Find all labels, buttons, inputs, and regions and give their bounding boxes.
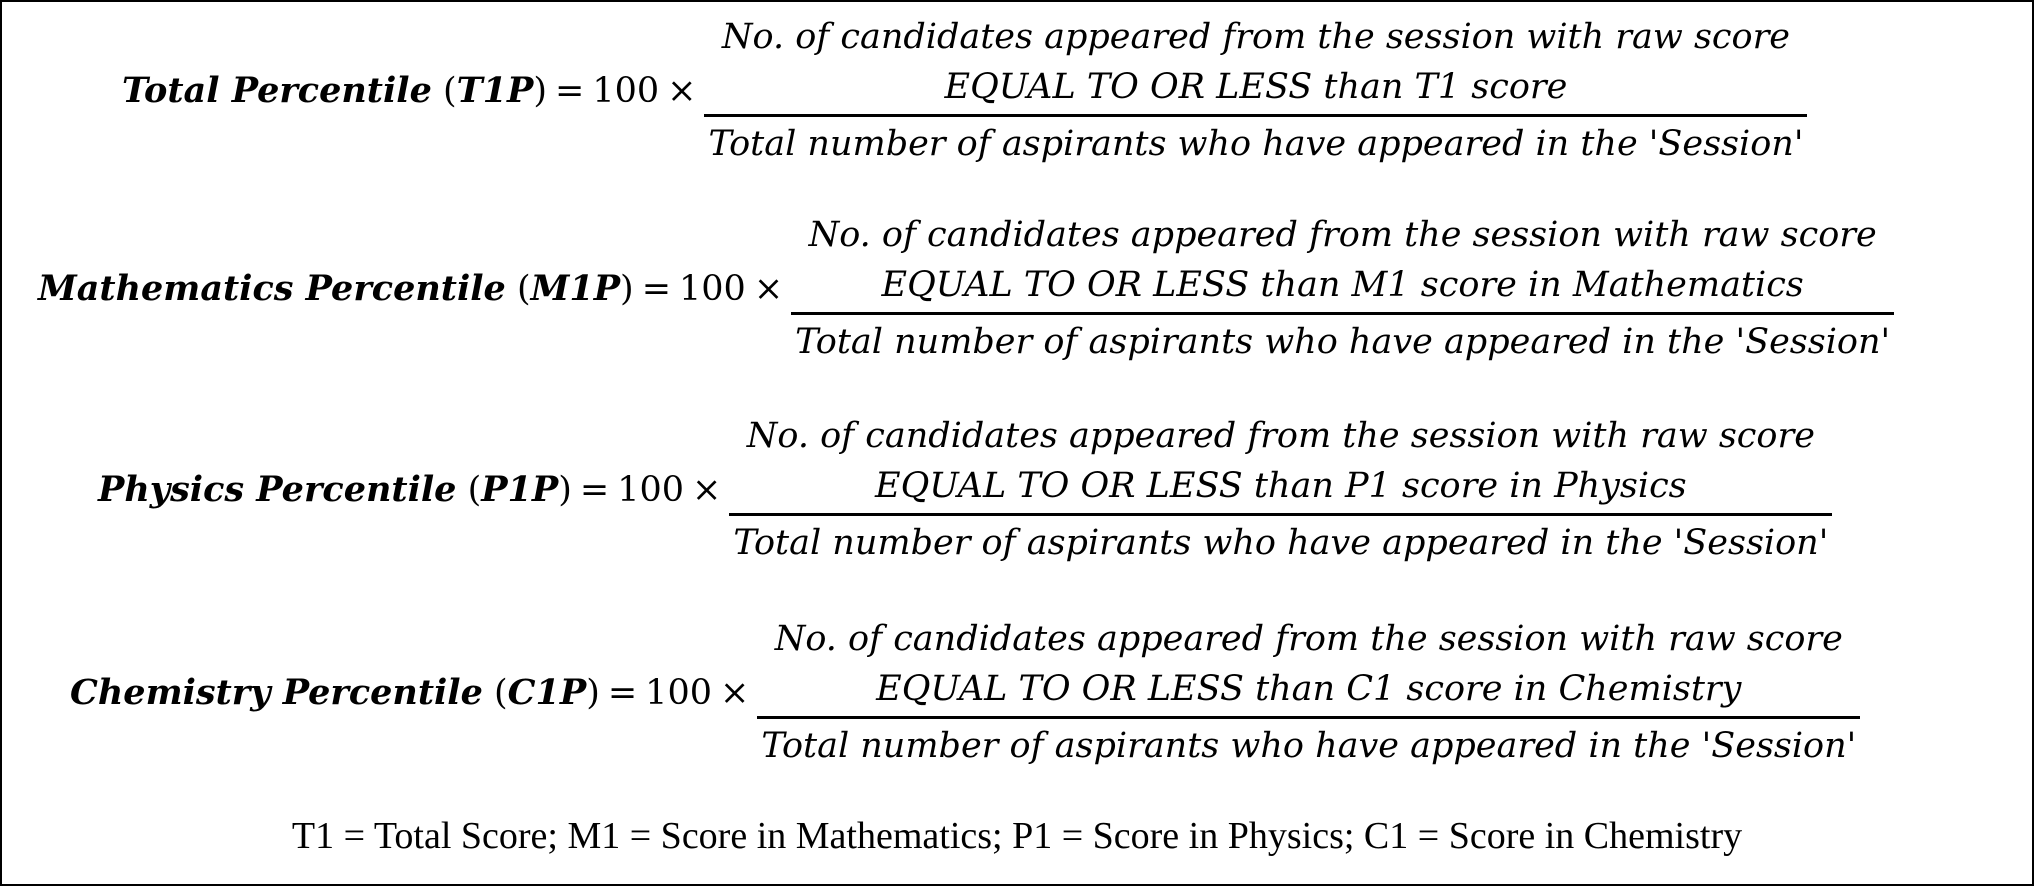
percentile-symbol: M1P <box>530 268 621 309</box>
numerator-line-2: EQUAL TO OR LESS than P1 score in Physic… <box>875 466 1687 506</box>
numerator-line-1: No. of candidates appeared from the sess… <box>808 215 1877 255</box>
numerator-line-1: No. of candidates appeared from the sess… <box>721 17 1791 57</box>
percentile-symbol: C1P <box>507 672 587 713</box>
percentile-name: Mathematics Percentile <box>38 268 506 309</box>
times-sign: × <box>753 268 784 309</box>
open-paren: ( <box>456 469 482 510</box>
numerator-line-1: No. of candidates appeared from the sess… <box>746 416 1815 456</box>
multiplier: 100 <box>617 469 685 510</box>
close-paren: ) <box>586 672 600 713</box>
equation-total-percentile: Total Percentile (T1P) = 100 × No. of candid… <box>122 12 1808 169</box>
fraction: No. of candidates appeared from the sess… <box>791 210 1895 367</box>
open-paren: ( <box>505 268 531 309</box>
denominator: Total number of aspirants who have appea… <box>708 124 1804 164</box>
numerator: No. of candidates appeared from the sess… <box>805 210 1881 310</box>
multiplier: 100 <box>679 268 746 309</box>
denominator: Total number of aspirants who have appea… <box>761 726 1857 766</box>
percentile-name: Total Percentile <box>122 70 432 111</box>
numerator: No. of candidates appeared from the sess… <box>718 12 1794 112</box>
close-paren: ) <box>620 268 634 309</box>
fraction-bar <box>729 513 1833 516</box>
numerator-line-2: EQUAL TO OR LESS than T1 score <box>944 67 1568 107</box>
multiplier: 100 <box>645 672 712 713</box>
times-sign: × <box>667 70 697 111</box>
fraction-bar <box>704 114 1808 117</box>
times-sign: × <box>692 469 722 510</box>
multiplier: 100 <box>592 70 660 111</box>
denominator: Total number of aspirants who have appea… <box>795 322 1891 362</box>
percentile-name: Physics Percentile <box>98 469 457 510</box>
equation-mathematics-percentile: Mathematics Percentile (M1P) = 100 × No. of … <box>38 210 1895 367</box>
fraction-bar <box>757 716 1861 719</box>
numerator-line-1: No. of candidates appeared from the sess… <box>774 619 1843 659</box>
numerator: No. of candidates appeared from the sess… <box>771 614 1847 714</box>
equals-sign: = <box>641 268 672 309</box>
denominator: Total number of aspirants who have appea… <box>733 523 1829 563</box>
numerator-line-2: EQUAL TO OR LESS than M1 score in Mathem… <box>881 265 1804 305</box>
close-paren: ) <box>533 70 547 111</box>
fraction: No. of candidates appeared from the sess… <box>729 411 1833 568</box>
fraction: No. of candidates appeared from the sess… <box>704 12 1808 169</box>
numerator-line-2: EQUAL TO OR LESS than C1 score in Chemis… <box>876 669 1742 709</box>
equals-sign: = <box>555 70 585 111</box>
equation-chemistry-percentile: Chemistry Percentile (C1P) = 100 × No. of ca… <box>70 614 1861 771</box>
percentile-symbol: T1P <box>456 70 534 111</box>
percentile-symbol: P1P <box>481 469 559 510</box>
equation-physics-percentile: Physics Percentile (P1P) = 100 × No. of cand… <box>98 411 1833 568</box>
numerator: No. of candidates appeared from the sess… <box>743 411 1819 511</box>
fraction-bar <box>791 312 1895 315</box>
fraction: No. of candidates appeared from the sess… <box>757 614 1861 771</box>
equals-sign: = <box>607 672 638 713</box>
open-paren: ( <box>482 672 508 713</box>
close-paren: ) <box>558 469 572 510</box>
percentile-name: Chemistry Percentile <box>70 672 483 713</box>
times-sign: × <box>719 672 750 713</box>
equals-sign: = <box>579 469 610 510</box>
open-paren: ( <box>431 70 457 111</box>
footnote: T1 = Total Score; M1 = Score in Mathemat… <box>291 815 1743 857</box>
